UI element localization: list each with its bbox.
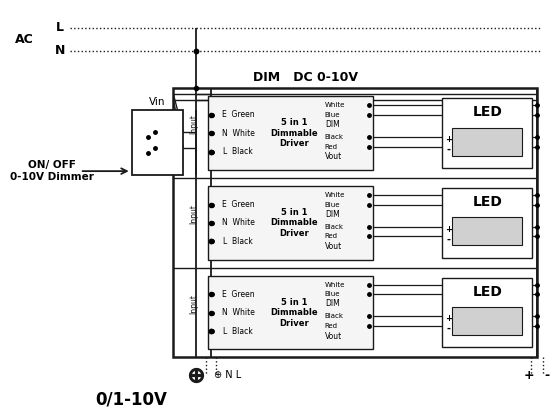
Text: Blue: Blue [325,202,340,208]
Text: N  White: N White [222,129,254,138]
Text: Red: Red [325,233,338,239]
Text: +: + [445,135,452,144]
Text: Vout: Vout [325,152,342,161]
Text: 5 in 1
Dimmable
Driver: 5 in 1 Dimmable Driver [270,208,318,238]
Bar [209,96,373,170]
Text: Input: Input [189,204,198,224]
Text: E  Green: E Green [222,290,254,299]
Text: -: - [447,234,451,244]
Text: DIM: DIM [325,120,340,129]
Text: AC: AC [15,33,34,46]
Text: Vin: Vin [149,98,165,107]
Text: L: L [56,21,64,34]
Text: Black: Black [325,224,344,229]
Text: White: White [325,282,345,288]
Text: Input: Input [189,114,198,134]
Text: Black: Black [325,313,344,319]
Text: Red: Red [325,323,338,329]
Text: Vout: Vout [325,242,342,251]
Text: Di Di Di: Di Di Di [475,318,499,323]
Text: E  Green: E Green [222,110,254,120]
Bar [442,278,532,347]
Text: Red: Red [325,144,338,149]
Text: Blue: Blue [325,291,340,297]
Text: +: + [445,315,452,323]
Bar [209,276,373,349]
Text: N  White: N White [222,218,254,227]
Text: L  Black: L Black [223,237,253,246]
Text: +: + [524,369,534,382]
Text: Vout: Vout [325,332,342,341]
Bar [442,98,532,168]
Text: N: N [55,44,65,57]
Bar [209,186,373,260]
Text: L  Black: L Black [223,327,253,336]
Text: E  Green: E Green [222,200,254,209]
Text: 5 in 1
Dimmable
Driver: 5 in 1 Dimmable Driver [270,118,318,148]
Bar [173,88,537,357]
Text: 5 in 1
Dimmable
Driver: 5 in 1 Dimmable Driver [270,298,318,327]
Text: +: + [445,225,452,234]
Text: LED: LED [472,105,502,120]
Text: -: - [447,324,451,334]
Text: White: White [325,192,345,198]
Text: N  White: N White [222,308,254,317]
Bar [452,307,522,335]
Text: Di Di Di: Di Di Di [475,229,499,234]
Text: -: - [544,369,549,382]
Text: DIM   DC 0-10V: DIM DC 0-10V [253,71,358,84]
Text: LED: LED [472,285,502,299]
Bar [442,188,532,258]
Text: L  Black: L Black [223,147,253,156]
Text: Blue: Blue [325,112,340,118]
Text: 0-10V Dimmer: 0-10V Dimmer [10,172,94,182]
Text: White: White [325,102,345,108]
Bar [452,217,522,245]
Text: Black: Black [325,134,344,140]
Text: -: - [447,144,451,155]
Text: ON/ OFF: ON/ OFF [28,160,76,170]
Bar [452,128,522,156]
Text: LED: LED [472,195,502,209]
Text: ⊕ N L: ⊕ N L [214,370,241,381]
Bar [131,110,183,175]
Text: 0/1-10V: 0/1-10V [96,390,168,408]
Text: DIM: DIM [325,299,340,308]
Text: DIM: DIM [325,210,340,219]
Text: Input: Input [189,294,198,314]
Text: Di Di Di: Di Di Di [475,139,499,144]
